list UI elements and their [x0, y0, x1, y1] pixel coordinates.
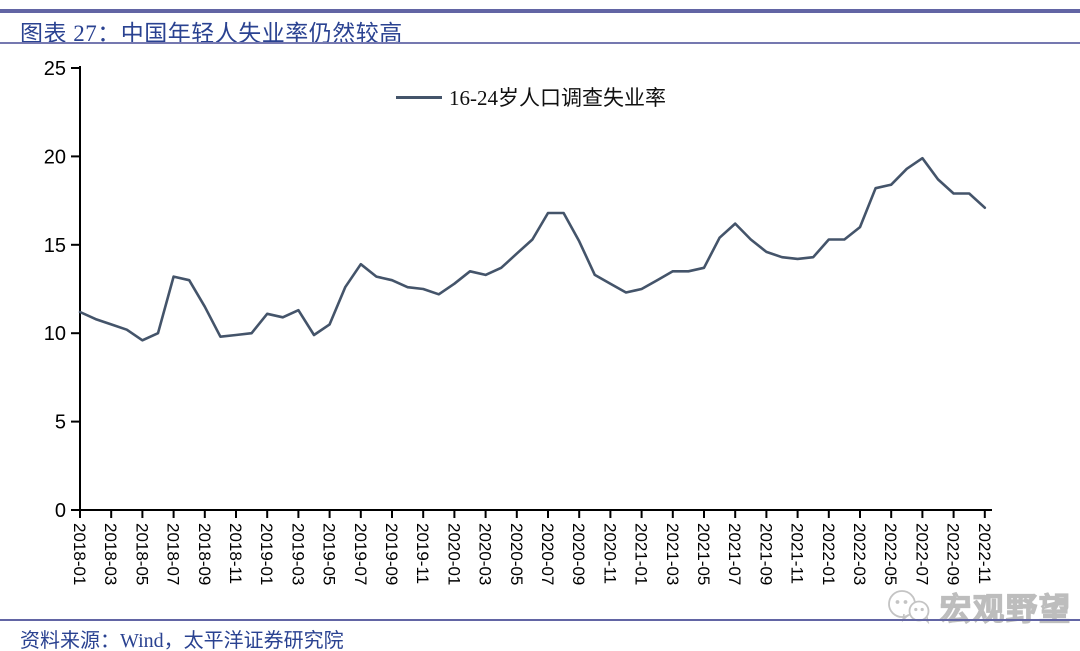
- x-axis-tick-label: 2020-01: [444, 523, 463, 585]
- x-axis-tick-label: 2019-07: [351, 523, 370, 585]
- x-axis-tick-label: 2021-05: [694, 523, 713, 585]
- x-axis-tick-label: 2022-05: [881, 523, 900, 585]
- x-axis-tick-label: 2020-11: [600, 523, 619, 584]
- x-axis-tick-label: 2018-09: [195, 523, 214, 585]
- x-axis-tick-label: 2021-09: [756, 523, 775, 585]
- x-axis-tick-label: 2019-11: [413, 523, 432, 584]
- legend-label: 16-24岁人口调查失业率: [449, 86, 666, 110]
- y-axis-tick-label: 25: [44, 58, 66, 80]
- x-axis-tick-label: 2021-01: [632, 523, 651, 585]
- watermark-label: 宏观野望: [939, 591, 1072, 627]
- series-line: [78, 156, 987, 342]
- x-axis-tick-label: 2022-03: [850, 523, 869, 585]
- y-axis-tick-label: 0: [55, 500, 66, 522]
- x-axis-tick-label: 2019-01: [257, 523, 276, 585]
- y-axis-tick-label: 20: [44, 146, 66, 168]
- x-axis-tick-label: 2020-07: [538, 523, 557, 585]
- source-note: 资料来源：Wind，太平洋证券研究院: [20, 630, 344, 651]
- x-axis-tick-label: 2020-09: [569, 523, 588, 585]
- x-axis-tick-label: 2019-05: [320, 523, 339, 585]
- y-axis-tick-label: 15: [44, 235, 66, 257]
- x-axis-tick-label: 2018-07: [164, 523, 183, 585]
- x-axis-tick-label: 2018-05: [132, 523, 151, 585]
- top-rule: [0, 9, 1080, 13]
- chart-legend: 16-24岁人口调查失业率: [396, 82, 666, 112]
- x-axis-tick-label: 2022-01: [819, 523, 838, 585]
- x-axis-tick-label: 2022-11: [975, 523, 994, 584]
- x-axis-tick-label: 2019-09: [382, 523, 401, 585]
- x-axis-tick-label: 2022-09: [944, 523, 963, 585]
- legend-line-marker-icon: [396, 95, 442, 99]
- x-axis-tick-label: 2021-11: [788, 523, 807, 584]
- x-axis-tick-label: 2020-05: [507, 523, 526, 585]
- chart-title: 图表 27：中国年轻人失业率仍然较高: [20, 21, 403, 46]
- footer-rule: [0, 619, 1080, 621]
- x-axis-tick-label: 2022-07: [912, 523, 931, 585]
- title-divider-rule: [0, 42, 1080, 44]
- watermark: 宏观野望: [884, 584, 1072, 629]
- x-axis-tick-label: 2020-03: [476, 523, 495, 585]
- x-axis-tick-label: 2021-07: [725, 523, 744, 585]
- x-axis-tick-label: 2018-11: [226, 523, 245, 584]
- wechat-icon: [888, 589, 930, 624]
- x-axis-tick-label: 2018-03: [101, 523, 120, 585]
- x-axis-tick-label: 2021-03: [663, 523, 682, 585]
- y-axis-tick-label: 10: [44, 323, 66, 345]
- x-axis-tick-label: 2018-01: [70, 523, 89, 585]
- x-axis-tick-label: 2019-03: [288, 523, 307, 585]
- y-axis-tick-label: 5: [55, 412, 66, 434]
